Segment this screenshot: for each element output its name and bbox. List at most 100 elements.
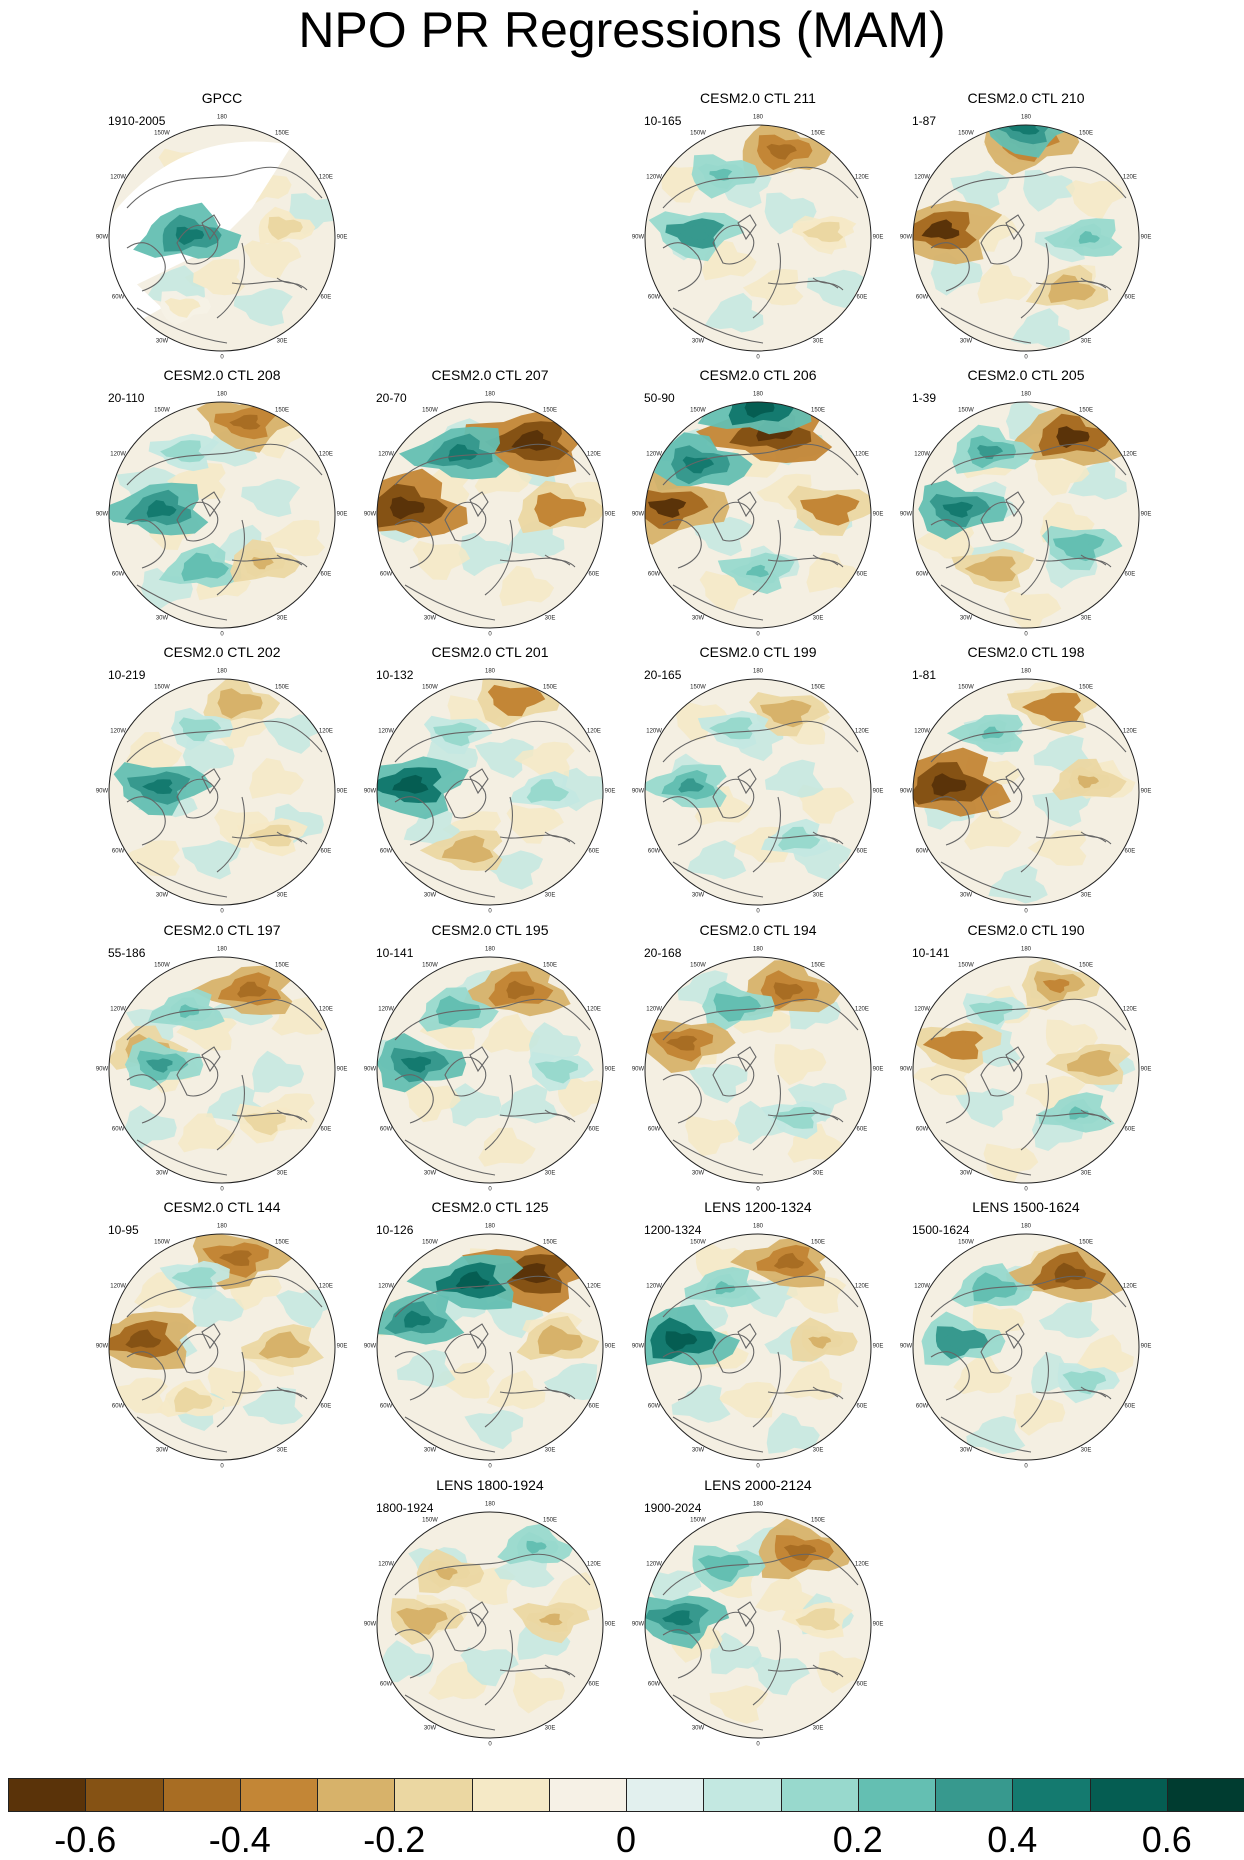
coastline — [404, 861, 496, 898]
anomaly-feature — [434, 1567, 458, 1581]
longitude-label: 120W — [914, 451, 930, 458]
anomaly-feature — [772, 706, 798, 719]
anomaly-blob — [1027, 829, 1087, 866]
longitude-label: 0 — [220, 908, 224, 915]
anomaly-blob — [464, 1409, 524, 1450]
anomaly-blob — [124, 1105, 177, 1149]
anomaly-feature — [389, 496, 425, 520]
longitude-label: 0 — [756, 908, 760, 915]
polar-map — [376, 1511, 604, 1739]
longitude-label: 120W — [914, 1283, 930, 1290]
anomaly-blob — [764, 759, 824, 798]
anomaly-blob — [474, 738, 534, 779]
longitude-label: 0 — [1024, 1463, 1028, 1470]
panel-title: GPCC — [201, 90, 243, 106]
coastline — [712, 778, 755, 819]
longitude-label: 90W — [899, 1343, 913, 1350]
anomaly-blob — [1074, 1334, 1134, 1374]
anomaly-feature — [982, 1282, 1005, 1296]
map-boundary — [108, 956, 336, 1184]
longitude-label: 150W — [958, 962, 974, 969]
longitude-label: 90W — [95, 511, 109, 518]
longitude-label: 90E — [872, 1621, 884, 1628]
longitude-label: 60W — [647, 294, 661, 301]
coastline — [662, 242, 702, 292]
longitude-label: 30E — [544, 1447, 556, 1454]
anomaly-blob — [181, 840, 241, 880]
coastline — [484, 519, 571, 596]
longitude-label: 60E — [856, 848, 868, 855]
anomaly-feature — [808, 1613, 830, 1625]
longitude-label: 90E — [872, 1343, 884, 1350]
panel-period: 10-132 — [376, 668, 414, 682]
anomaly-blob — [1065, 180, 1125, 219]
longitude-label: 30W — [691, 1447, 705, 1454]
anomaly-feature — [678, 778, 705, 793]
colorbar-box — [1166, 1778, 1244, 1812]
anomaly-blob — [403, 807, 463, 848]
longitude-label: 120E — [1122, 728, 1137, 735]
longitude-label: 90W — [631, 1621, 645, 1628]
panel-period: 10-165 — [644, 114, 682, 128]
anomaly-feature — [682, 456, 715, 474]
longitude-label: 90W — [363, 1621, 377, 1628]
longitude-label: 60W — [111, 848, 125, 855]
longitude-label: 0 — [488, 1741, 492, 1748]
longitude-label: 150E — [1078, 962, 1094, 969]
longitude-label: 30E — [276, 1170, 288, 1177]
longitude-label: 90W — [363, 788, 377, 795]
anomaly-feature — [125, 1329, 162, 1349]
coastline — [940, 1139, 1032, 1176]
anomaly-feature — [1056, 426, 1090, 448]
polar-map — [108, 678, 336, 906]
longitude-label: 150E — [810, 684, 826, 691]
anomaly-blob — [486, 1370, 546, 1410]
coastline — [930, 519, 970, 569]
coastline — [737, 1601, 757, 1628]
coastline — [752, 519, 839, 596]
longitude-label: 150E — [1078, 407, 1094, 414]
longitude-label: 120E — [586, 728, 601, 735]
anomaly-feature — [745, 564, 769, 578]
coastline — [201, 214, 221, 241]
longitude-label: 150W — [422, 407, 438, 414]
anomaly-feature — [274, 1339, 297, 1354]
longitude-label: 150E — [810, 962, 826, 969]
coastline — [752, 1351, 839, 1428]
longitude-label: 30W — [155, 892, 169, 899]
longitude-label: 0 — [756, 1186, 760, 1193]
coastline — [394, 519, 434, 569]
longitude-label: 90W — [631, 1343, 645, 1350]
longitude-label: 30E — [812, 615, 824, 622]
coastline — [1020, 242, 1107, 319]
anomaly-feature — [1065, 539, 1090, 553]
anomaly-blob — [816, 1650, 869, 1694]
anomaly-blob — [241, 478, 301, 517]
coastline — [126, 1351, 166, 1401]
anomaly-blob — [252, 1050, 305, 1093]
coastline — [484, 796, 571, 873]
longitude-label: 30E — [812, 892, 824, 899]
coastline — [662, 443, 859, 486]
anomaly-blob — [755, 1574, 815, 1614]
colorbar-tick-label: 0.6 — [1141, 1819, 1192, 1860]
coastline — [469, 768, 489, 795]
longitude-label: 90W — [631, 511, 645, 518]
longitude-label: 60W — [647, 848, 661, 855]
longitude-label: 120W — [646, 1006, 662, 1013]
coastline — [136, 1416, 228, 1453]
longitude-label: 60W — [379, 1126, 393, 1133]
longitude-label: 30E — [276, 892, 288, 899]
coastline — [1080, 554, 1112, 568]
longitude-label: 30W — [691, 338, 705, 345]
anomaly-blob — [964, 810, 1022, 850]
polar-map — [108, 124, 336, 352]
longitude-label: 90W — [899, 511, 913, 518]
colorbar-box — [703, 1778, 782, 1812]
map-boundary — [376, 956, 604, 1184]
coastline — [394, 1074, 434, 1124]
colorbar-box — [471, 1778, 550, 1812]
longitude-label: 120W — [378, 1561, 394, 1568]
panel-title: LENS 1200-1324 — [704, 1199, 812, 1215]
longitude-label: 60W — [379, 1403, 393, 1410]
